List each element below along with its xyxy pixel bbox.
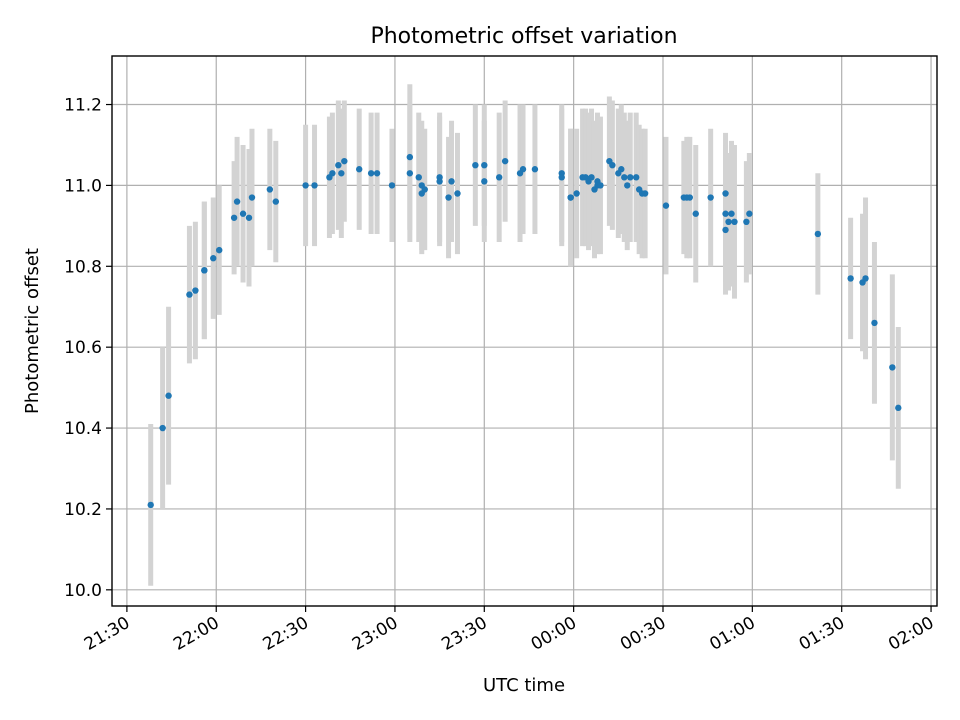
data-point xyxy=(233,198,241,205)
data-point xyxy=(436,178,443,185)
data-point xyxy=(165,392,172,399)
data-point xyxy=(728,210,735,217)
data-point xyxy=(472,161,479,169)
data-point xyxy=(406,153,414,161)
data-point xyxy=(862,275,869,282)
data-point xyxy=(627,174,634,181)
data-point xyxy=(692,210,699,217)
data-point xyxy=(147,501,154,509)
data-point xyxy=(230,214,238,221)
data-point xyxy=(445,194,452,201)
data-point xyxy=(272,198,280,205)
data-point xyxy=(847,275,854,282)
data-point xyxy=(367,170,375,177)
y-tick-label: 10.0 xyxy=(64,581,102,601)
data-point xyxy=(481,178,488,185)
data-point xyxy=(388,182,396,189)
data-point xyxy=(311,182,318,189)
data-point xyxy=(895,404,902,412)
data-point xyxy=(558,174,565,181)
data-point xyxy=(632,174,640,181)
data-point xyxy=(421,186,428,193)
data-point xyxy=(641,190,649,197)
data-point xyxy=(722,210,729,217)
data-point xyxy=(707,194,714,201)
data-point xyxy=(567,194,574,201)
data-point xyxy=(415,174,422,181)
data-point xyxy=(814,230,822,238)
y-tick-label: 10.4 xyxy=(64,419,102,439)
x-axis-label: UTC time xyxy=(483,675,565,696)
data-point xyxy=(159,424,166,432)
data-point xyxy=(266,186,274,193)
data-point xyxy=(454,190,461,197)
chart-title: Photometric offset variation xyxy=(370,24,677,49)
data-point xyxy=(624,182,631,189)
y-tick-label: 11.0 xyxy=(64,176,102,196)
data-point xyxy=(338,170,345,177)
data-point xyxy=(889,364,896,371)
data-point xyxy=(662,202,670,209)
data-point xyxy=(609,161,616,169)
data-point xyxy=(210,255,217,262)
data-point xyxy=(519,166,527,173)
data-point xyxy=(245,214,253,221)
data-points xyxy=(147,153,902,509)
data-point xyxy=(302,182,309,189)
data-point xyxy=(186,291,193,298)
data-point xyxy=(192,287,199,294)
data-point xyxy=(588,174,595,181)
y-tick-label: 10.8 xyxy=(64,257,102,277)
data-point xyxy=(621,174,628,181)
data-point xyxy=(618,166,625,173)
data-point xyxy=(531,166,539,173)
data-point xyxy=(341,157,348,165)
y-tick-label: 10.2 xyxy=(64,500,102,520)
data-point xyxy=(495,174,503,181)
data-point xyxy=(871,319,878,327)
data-point xyxy=(356,166,363,173)
data-point xyxy=(329,170,336,177)
data-point xyxy=(725,218,732,226)
data-point xyxy=(722,190,729,197)
data-point xyxy=(573,190,580,197)
data-point xyxy=(722,226,729,234)
plot-frame xyxy=(111,55,938,607)
data-point xyxy=(216,246,223,254)
y-tick-label: 10.6 xyxy=(64,338,102,358)
y-tick-label: 11.2 xyxy=(64,96,102,116)
data-point xyxy=(731,218,738,226)
data-point xyxy=(248,194,256,201)
y-axis-label: Photometric offset xyxy=(22,248,43,414)
y-ticks: 10.0 10.2 10.4 10.6 10.8 11.0 11.2 xyxy=(64,96,112,601)
data-point xyxy=(201,267,208,274)
data-point xyxy=(501,157,509,165)
data-point xyxy=(406,170,414,177)
data-point xyxy=(239,210,247,217)
data-point xyxy=(746,210,753,217)
data-point xyxy=(597,182,604,189)
data-point xyxy=(335,161,342,169)
data-point xyxy=(481,161,488,169)
data-point xyxy=(373,170,381,177)
data-point xyxy=(448,178,455,185)
data-point xyxy=(743,218,750,226)
data-point xyxy=(686,194,693,201)
